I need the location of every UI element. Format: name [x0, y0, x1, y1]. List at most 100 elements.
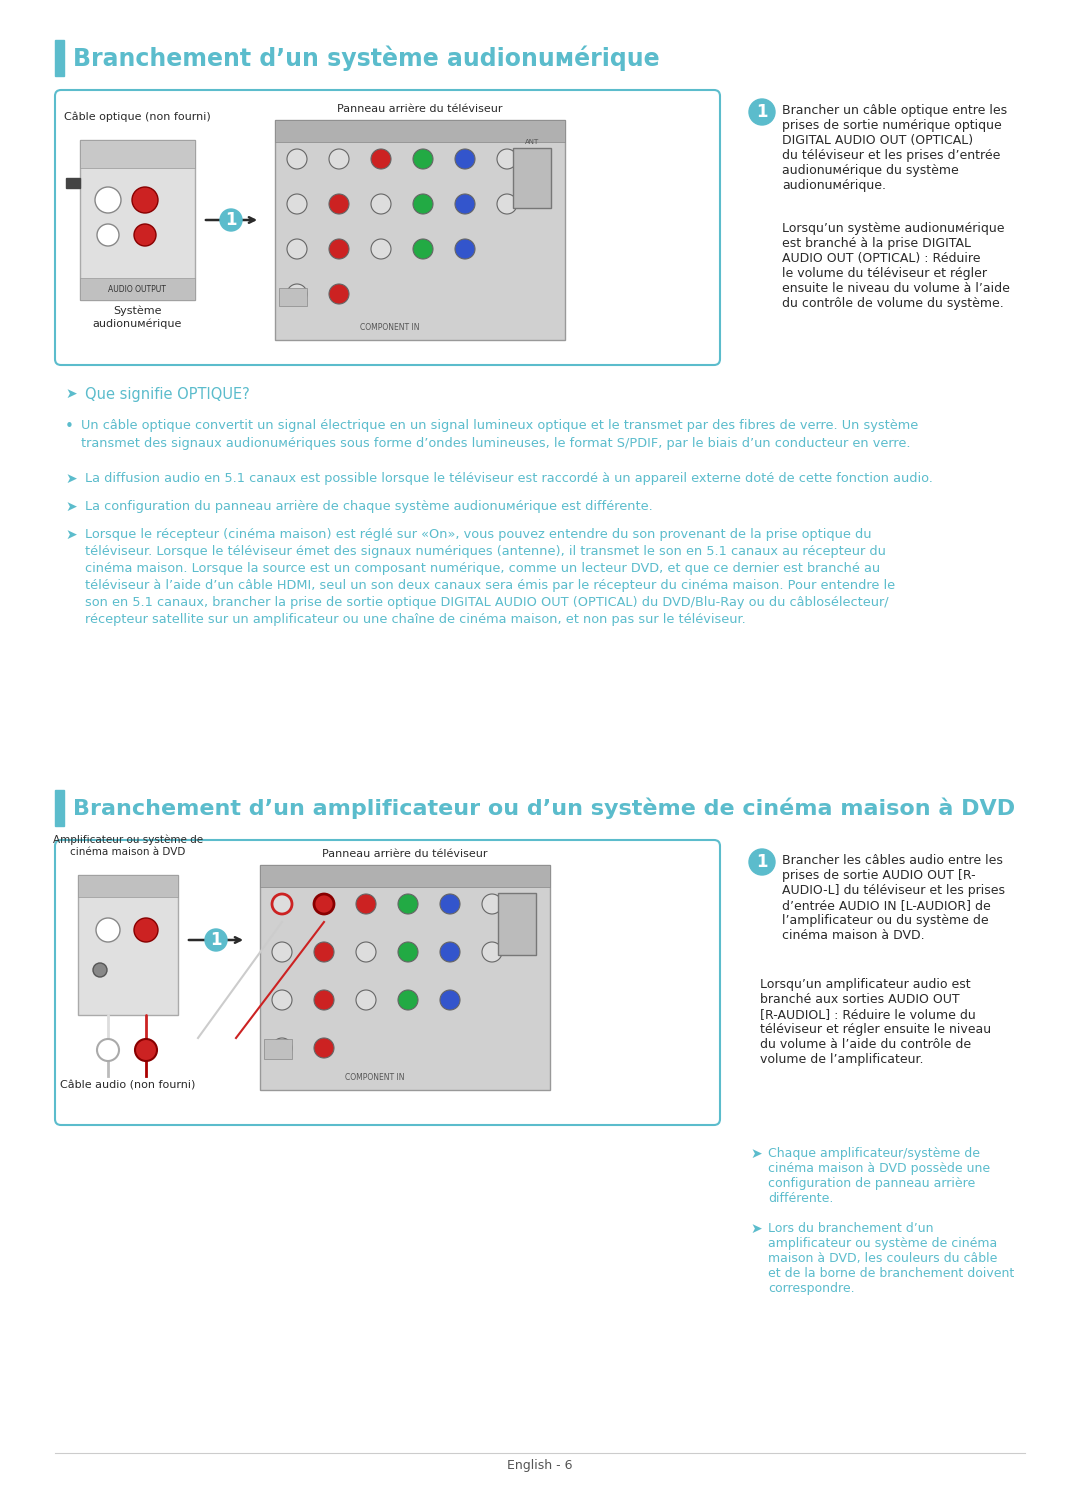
- Text: Brancher les câbles audio entre les
prises de sortie AUDIO OUT [R-
AUDIO-L] du t: Brancher les câbles audio entre les pris…: [782, 854, 1005, 942]
- Circle shape: [134, 225, 156, 246]
- Circle shape: [220, 208, 242, 231]
- Circle shape: [455, 149, 475, 170]
- Text: Lorsqu’un système audionuмérique
est branché à la prise DIGITAL
AUDIO OUT (OPTIC: Lorsqu’un système audionuмérique est bra…: [782, 222, 1010, 310]
- Bar: [80, 140, 195, 168]
- Circle shape: [750, 100, 775, 125]
- Text: téléviseur. Lorsque le téléviseur émet des signaux numériques (antenne), il tran: téléviseur. Lorsque le téléviseur émet d…: [85, 545, 886, 558]
- Bar: [498, 893, 536, 955]
- Circle shape: [440, 894, 460, 914]
- Circle shape: [399, 894, 418, 914]
- Bar: [260, 865, 550, 887]
- Circle shape: [329, 240, 349, 259]
- Circle shape: [97, 225, 119, 246]
- Text: •: •: [65, 420, 73, 434]
- Text: Lors du branchement d’un
amplificateur ou système de cinéma
maison à DVD, les co: Lors du branchement d’un amplificateur o…: [768, 1222, 1014, 1295]
- Text: Panneau arrière du téléviseur: Panneau arrière du téléviseur: [337, 104, 503, 115]
- Text: COMPONENT IN: COMPONENT IN: [346, 1073, 405, 1082]
- Circle shape: [272, 894, 292, 914]
- Text: La diffusion audio en 5.1 canaux est possible lorsque le téléviseur est raccordé: La diffusion audio en 5.1 canaux est pos…: [85, 472, 933, 485]
- Circle shape: [95, 187, 121, 213]
- Text: transmet des signaux audionuмériques sous forme d’ondes lumineuses, le format S/: transmet des signaux audionuмériques sou…: [81, 437, 910, 449]
- Circle shape: [314, 1039, 334, 1058]
- Text: 1: 1: [211, 931, 221, 949]
- Circle shape: [329, 149, 349, 170]
- Circle shape: [272, 942, 292, 963]
- Text: ➤: ➤: [65, 387, 77, 400]
- Circle shape: [497, 193, 517, 214]
- Bar: [78, 875, 178, 1015]
- Circle shape: [750, 850, 775, 875]
- Text: ➤: ➤: [750, 1222, 761, 1237]
- Text: Panneau arrière du téléviseur: Panneau arrière du téléviseur: [322, 850, 488, 859]
- Text: La configuration du panneau arrière de chaque système audionuмérique est différe: La configuration du panneau arrière de c…: [85, 500, 652, 513]
- Circle shape: [440, 990, 460, 1010]
- Circle shape: [399, 990, 418, 1010]
- Circle shape: [455, 193, 475, 214]
- Text: English - 6: English - 6: [508, 1458, 572, 1472]
- Text: Branchement d’un amplificateur ou d’un système de cinéma maison à DVD: Branchement d’un amplificateur ou d’un s…: [73, 798, 1015, 818]
- Text: Un câble optique convertit un signal électrique en un signal lumineux optique et: Un câble optique convertit un signal éle…: [81, 420, 918, 432]
- Circle shape: [134, 918, 158, 942]
- Circle shape: [287, 193, 307, 214]
- Circle shape: [413, 149, 433, 170]
- Text: AUDIO OUTPUT: AUDIO OUTPUT: [108, 284, 166, 293]
- Bar: [260, 865, 550, 1091]
- Circle shape: [135, 1039, 157, 1061]
- Circle shape: [329, 284, 349, 304]
- Circle shape: [314, 942, 334, 963]
- Text: téléviseur à l’aide d’un câble HDMI, seul un son deux canaux sera émis par le ré: téléviseur à l’aide d’un câble HDMI, seu…: [85, 579, 895, 592]
- Text: ➤: ➤: [65, 500, 77, 513]
- Circle shape: [356, 894, 376, 914]
- Text: 1: 1: [756, 103, 768, 121]
- Bar: [66, 179, 80, 187]
- Circle shape: [272, 894, 292, 914]
- Bar: [264, 1039, 292, 1059]
- Circle shape: [314, 894, 334, 914]
- Circle shape: [440, 942, 460, 963]
- Circle shape: [482, 894, 502, 914]
- Circle shape: [356, 990, 376, 1010]
- Circle shape: [455, 240, 475, 259]
- Text: 1: 1: [756, 853, 768, 870]
- Circle shape: [272, 1039, 292, 1058]
- Circle shape: [399, 942, 418, 963]
- Circle shape: [329, 193, 349, 214]
- Text: Amplificateur ou système de
cinéma maison à DVD: Amplificateur ou système de cinéma maiso…: [53, 835, 203, 857]
- Bar: [55, 790, 64, 826]
- Circle shape: [372, 240, 391, 259]
- Circle shape: [287, 149, 307, 170]
- Text: Câble audio (non fourni): Câble audio (non fourni): [60, 1080, 195, 1091]
- Text: ➤: ➤: [750, 1147, 761, 1161]
- Text: COMPONENT IN: COMPONENT IN: [361, 323, 420, 332]
- Circle shape: [413, 193, 433, 214]
- Text: 1: 1: [226, 211, 237, 229]
- Text: Branchement d’un système audionuмérique: Branchement d’un système audionuмérique: [73, 45, 660, 71]
- Circle shape: [372, 149, 391, 170]
- FancyBboxPatch shape: [55, 89, 720, 365]
- Text: récepteur satellite sur un amplificateur ou une chaîne de cinéma maison, et non : récepteur satellite sur un amplificateur…: [85, 613, 746, 626]
- Text: cinéma maison. Lorsque la source est un composant numérique, comme un lecteur DV: cinéma maison. Lorsque la source est un …: [85, 562, 880, 574]
- Circle shape: [413, 240, 433, 259]
- Bar: [55, 40, 64, 76]
- Text: Que signifie OPTIQUE?: Que signifie OPTIQUE?: [85, 387, 249, 402]
- Circle shape: [497, 149, 517, 170]
- Circle shape: [287, 284, 307, 304]
- Text: Lorsque le récepteur (cinéma maison) est réglé sur «On», vous pouvez entendre du: Lorsque le récepteur (cinéma maison) est…: [85, 528, 872, 542]
- Text: Chaque amplificateur/système de
cinéma maison à DVD possède une
configuration de: Chaque amplificateur/système de cinéma m…: [768, 1147, 990, 1205]
- Circle shape: [97, 1039, 119, 1061]
- Circle shape: [314, 894, 334, 914]
- Circle shape: [132, 187, 158, 213]
- Circle shape: [93, 963, 107, 978]
- Text: Brancher un câble optique entre les
prises de sortie numérique optique
DIGITAL A: Brancher un câble optique entre les pris…: [782, 104, 1008, 192]
- Bar: [80, 278, 195, 301]
- Bar: [513, 147, 551, 208]
- Text: Lorsqu’un amplificateur audio est
branché aux sorties AUDIO OUT
[R-AUDIOL] : Réd: Lorsqu’un amplificateur audio est branch…: [760, 978, 991, 1065]
- FancyBboxPatch shape: [55, 841, 720, 1125]
- Circle shape: [482, 942, 502, 963]
- Circle shape: [96, 918, 120, 942]
- Circle shape: [356, 942, 376, 963]
- Text: ➤: ➤: [65, 472, 77, 487]
- Text: Câble optique (non fourni): Câble optique (non fourni): [64, 112, 211, 122]
- Bar: [275, 121, 565, 141]
- Text: ➤: ➤: [65, 528, 77, 542]
